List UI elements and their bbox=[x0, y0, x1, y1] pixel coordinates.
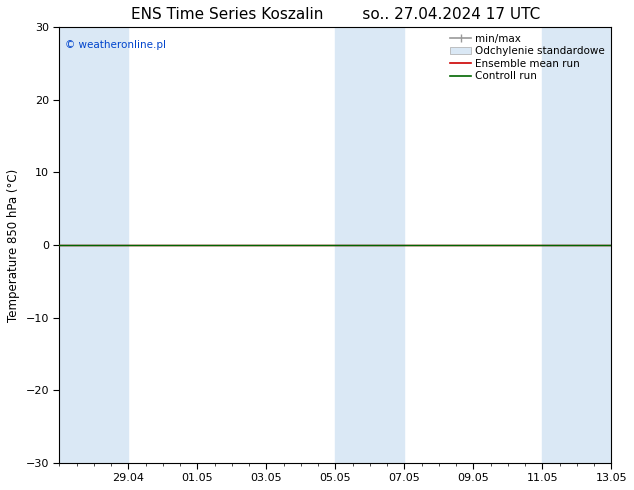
Y-axis label: Temperature 850 hPa (°C): Temperature 850 hPa (°C) bbox=[7, 169, 20, 321]
Text: © weatheronline.pl: © weatheronline.pl bbox=[65, 40, 166, 50]
Bar bbox=[542, 27, 611, 463]
Legend: min/max, Odchylenie standardowe, Ensemble mean run, Controll run: min/max, Odchylenie standardowe, Ensembl… bbox=[447, 30, 608, 84]
Title: ENS Time Series Koszalin        so.. 27.04.2024 17 UTC: ENS Time Series Koszalin so.. 27.04.2024… bbox=[131, 7, 540, 22]
Bar bbox=[335, 27, 404, 463]
Bar bbox=[60, 27, 129, 463]
